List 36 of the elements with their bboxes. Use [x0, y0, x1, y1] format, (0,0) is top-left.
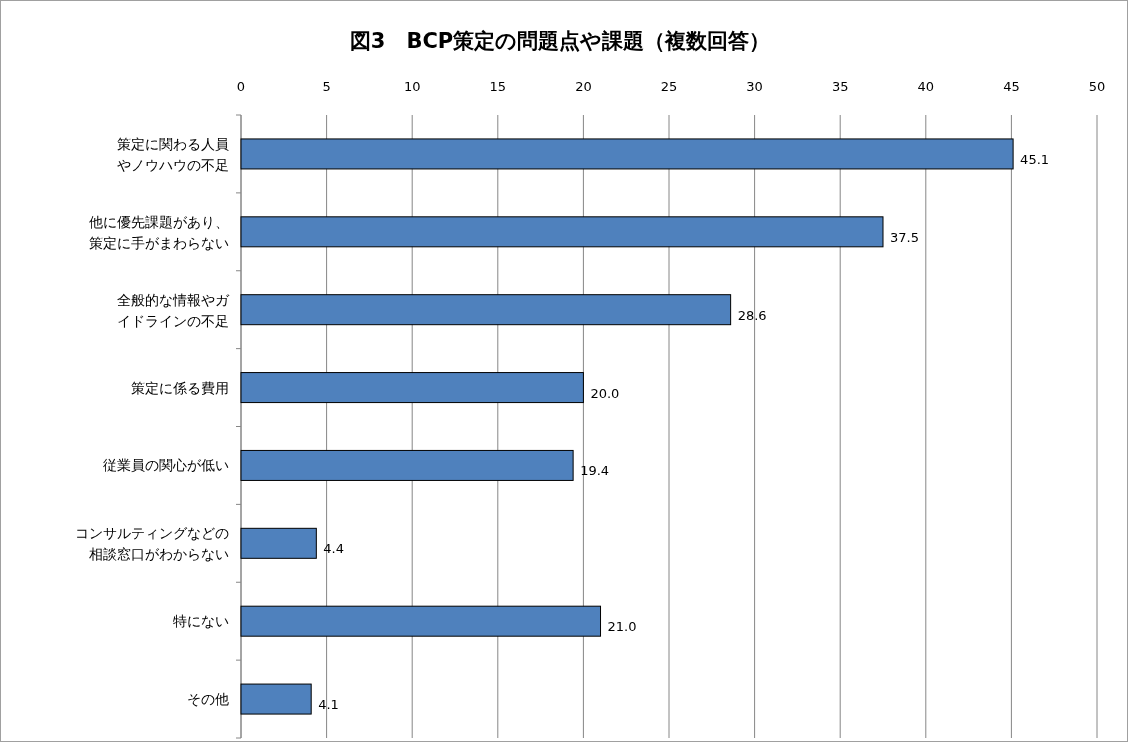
x-tick-label: 15 [489, 79, 507, 94]
y-tick-label: 特にない [173, 613, 229, 630]
data-label: 37.5 [890, 229, 919, 245]
x-tick-label: 20 [575, 79, 592, 94]
y-tick-label: コンサルティングなどの相談窓口がわからない [75, 525, 229, 563]
x-tick-label: 45 [1003, 79, 1020, 94]
x-tick-label: 50 [1088, 79, 1106, 94]
bar [240, 449, 574, 481]
chart-title: 図3 BCP策定の問題点や課題（複数回答） [349, 29, 771, 53]
x-tick-label: 30 [746, 79, 763, 94]
y-tick-label: 全般的な情報やガイドラインの不足 [117, 291, 230, 329]
x-tick-label: 40 [917, 79, 935, 94]
data-label: 4.1 [318, 697, 339, 713]
y-tick-label: 策定に係る費用 [131, 379, 229, 396]
y-tick-label: 他に優先課題があり、策定に手がまわらない [89, 213, 229, 251]
x-tick-label: 10 [403, 79, 421, 94]
data-label: 19.4 [580, 463, 610, 479]
data-label: 4.4 [323, 541, 345, 557]
bar [240, 605, 602, 637]
bar [240, 138, 1014, 170]
bar [240, 527, 317, 559]
x-tick-label: 35 [831, 79, 849, 94]
x-tick-label: 25 [660, 79, 678, 94]
y-tick-label: 策定に関わる人員やノウハウの不足 [117, 135, 229, 173]
bar [240, 216, 884, 248]
bar [240, 683, 312, 715]
data-label: 28.6 [737, 307, 767, 323]
y-tick-label: その他 [187, 691, 229, 708]
data-label: 45.1 [1020, 151, 1050, 167]
data-label: 20.0 [590, 385, 620, 401]
bar [240, 294, 732, 326]
x-tick-label: 0 [236, 79, 246, 94]
data-label: 21.0 [607, 619, 637, 635]
x-tick-label: 5 [322, 79, 331, 94]
y-tick-label: 従業員の関心が低い [103, 457, 229, 474]
bar [240, 372, 584, 404]
